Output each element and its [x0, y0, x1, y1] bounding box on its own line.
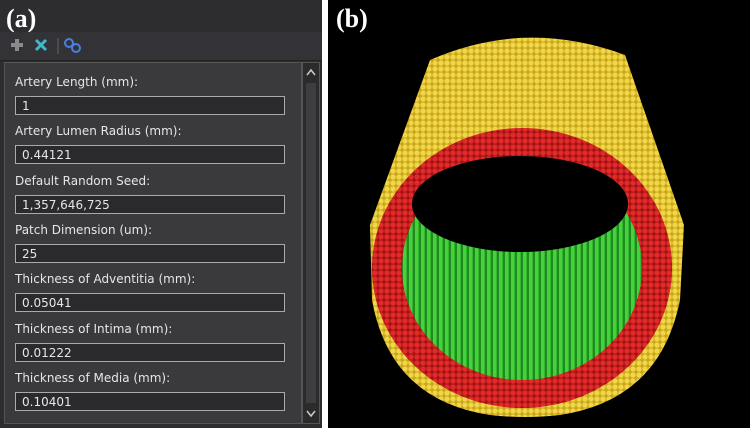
- property-input[interactable]: 0.01222: [15, 342, 285, 362]
- render-view: (b): [328, 0, 750, 428]
- lumen: [412, 156, 628, 252]
- property-input[interactable]: 1,357,646,725: [15, 194, 285, 214]
- artery-render: [370, 37, 684, 417]
- property-label: Default Random Seed:: [15, 173, 151, 188]
- property-list: Artery Length (mm): 1 Artery Lumen Radius …: [4, 62, 302, 424]
- property-label: Patch Dimension (um):: [15, 222, 153, 237]
- toolbar-icons: [11, 38, 81, 54]
- property-input[interactable]: 1: [15, 96, 285, 115]
- link-icon[interactable]: [64, 38, 81, 53]
- property-label: Artery Lumen Radius (mm):: [15, 124, 182, 139]
- panel-label: (b): [336, 4, 368, 33]
- panel-label: (a): [6, 4, 37, 33]
- add-icon[interactable]: [11, 39, 23, 51]
- property-input[interactable]: 0.10401: [15, 391, 285, 411]
- scroll-arrows: [306, 68, 316, 418]
- property-panel: (a) Artery Length (mm): 1 Artery Lumen Rad…: [0, 0, 322, 428]
- scrollbar[interactable]: [302, 62, 320, 424]
- property-label: Artery Length (mm):: [15, 75, 139, 89]
- property-label: Thickness of Intima (mm):: [15, 321, 173, 336]
- delete-icon[interactable]: [34, 38, 48, 52]
- property-input[interactable]: 0.44121: [15, 145, 285, 165]
- property-label: Thickness of Adventitia (mm):: [15, 272, 196, 287]
- property-input[interactable]: 0.05041: [15, 293, 285, 313]
- property-input[interactable]: 25: [15, 243, 285, 263]
- property-label: Thickness of Media (mm):: [15, 370, 171, 385]
- toolbar: [0, 32, 322, 61]
